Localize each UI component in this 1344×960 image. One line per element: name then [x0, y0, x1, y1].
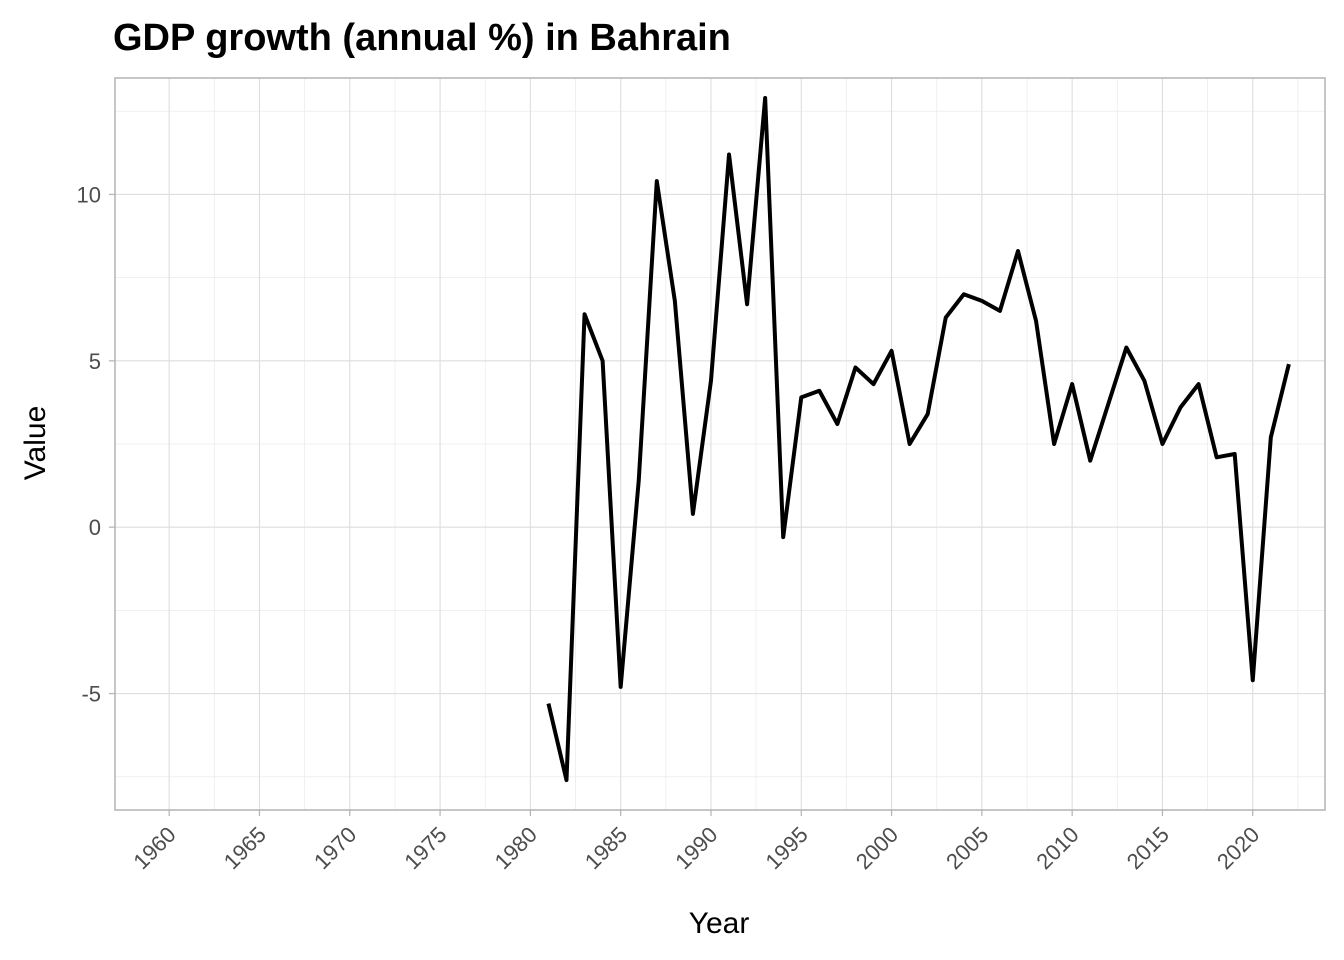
x-tick-label: 1975	[399, 822, 451, 874]
y-tick-label: 10	[77, 182, 101, 207]
series-layer	[546, 95, 1291, 783]
plot-panel-border	[114, 77, 1326, 811]
x-tick-label: 2015	[1122, 822, 1174, 874]
x-tick-label: 2005	[941, 822, 993, 874]
y-axis-title: Value	[19, 406, 52, 481]
x-tick-label: 1965	[219, 822, 271, 874]
x-tick-label: 1985	[580, 822, 632, 874]
y-tick-label: 0	[89, 515, 101, 540]
y-tick-labels: -5 0 5 10	[77, 182, 101, 706]
x-axis-title: Year	[689, 907, 750, 940]
chart-title: GDP growth (annual %) in Bahrain	[113, 17, 731, 59]
x-tick-label: 1980	[490, 822, 542, 874]
y-tick-label: -5	[81, 682, 101, 707]
series-line	[546, 95, 1291, 783]
x-tick-label: 2020	[1212, 822, 1264, 874]
x-tick-label: 1995	[761, 822, 813, 874]
grid-lines	[115, 78, 1325, 810]
axis-ticks	[109, 193, 1254, 816]
x-tick-label: 1990	[670, 822, 722, 874]
x-tick-labels: 1960 1965 1970 1975 1980 1985 1990 1995 2000 2005…	[128, 822, 1264, 874]
x-tick-label: 1960	[128, 822, 180, 874]
x-tick-label: 2000	[851, 822, 903, 874]
y-tick-label: 5	[89, 349, 101, 374]
x-tick-label: 1970	[309, 822, 361, 874]
x-tick-label: 2010	[1031, 822, 1083, 874]
